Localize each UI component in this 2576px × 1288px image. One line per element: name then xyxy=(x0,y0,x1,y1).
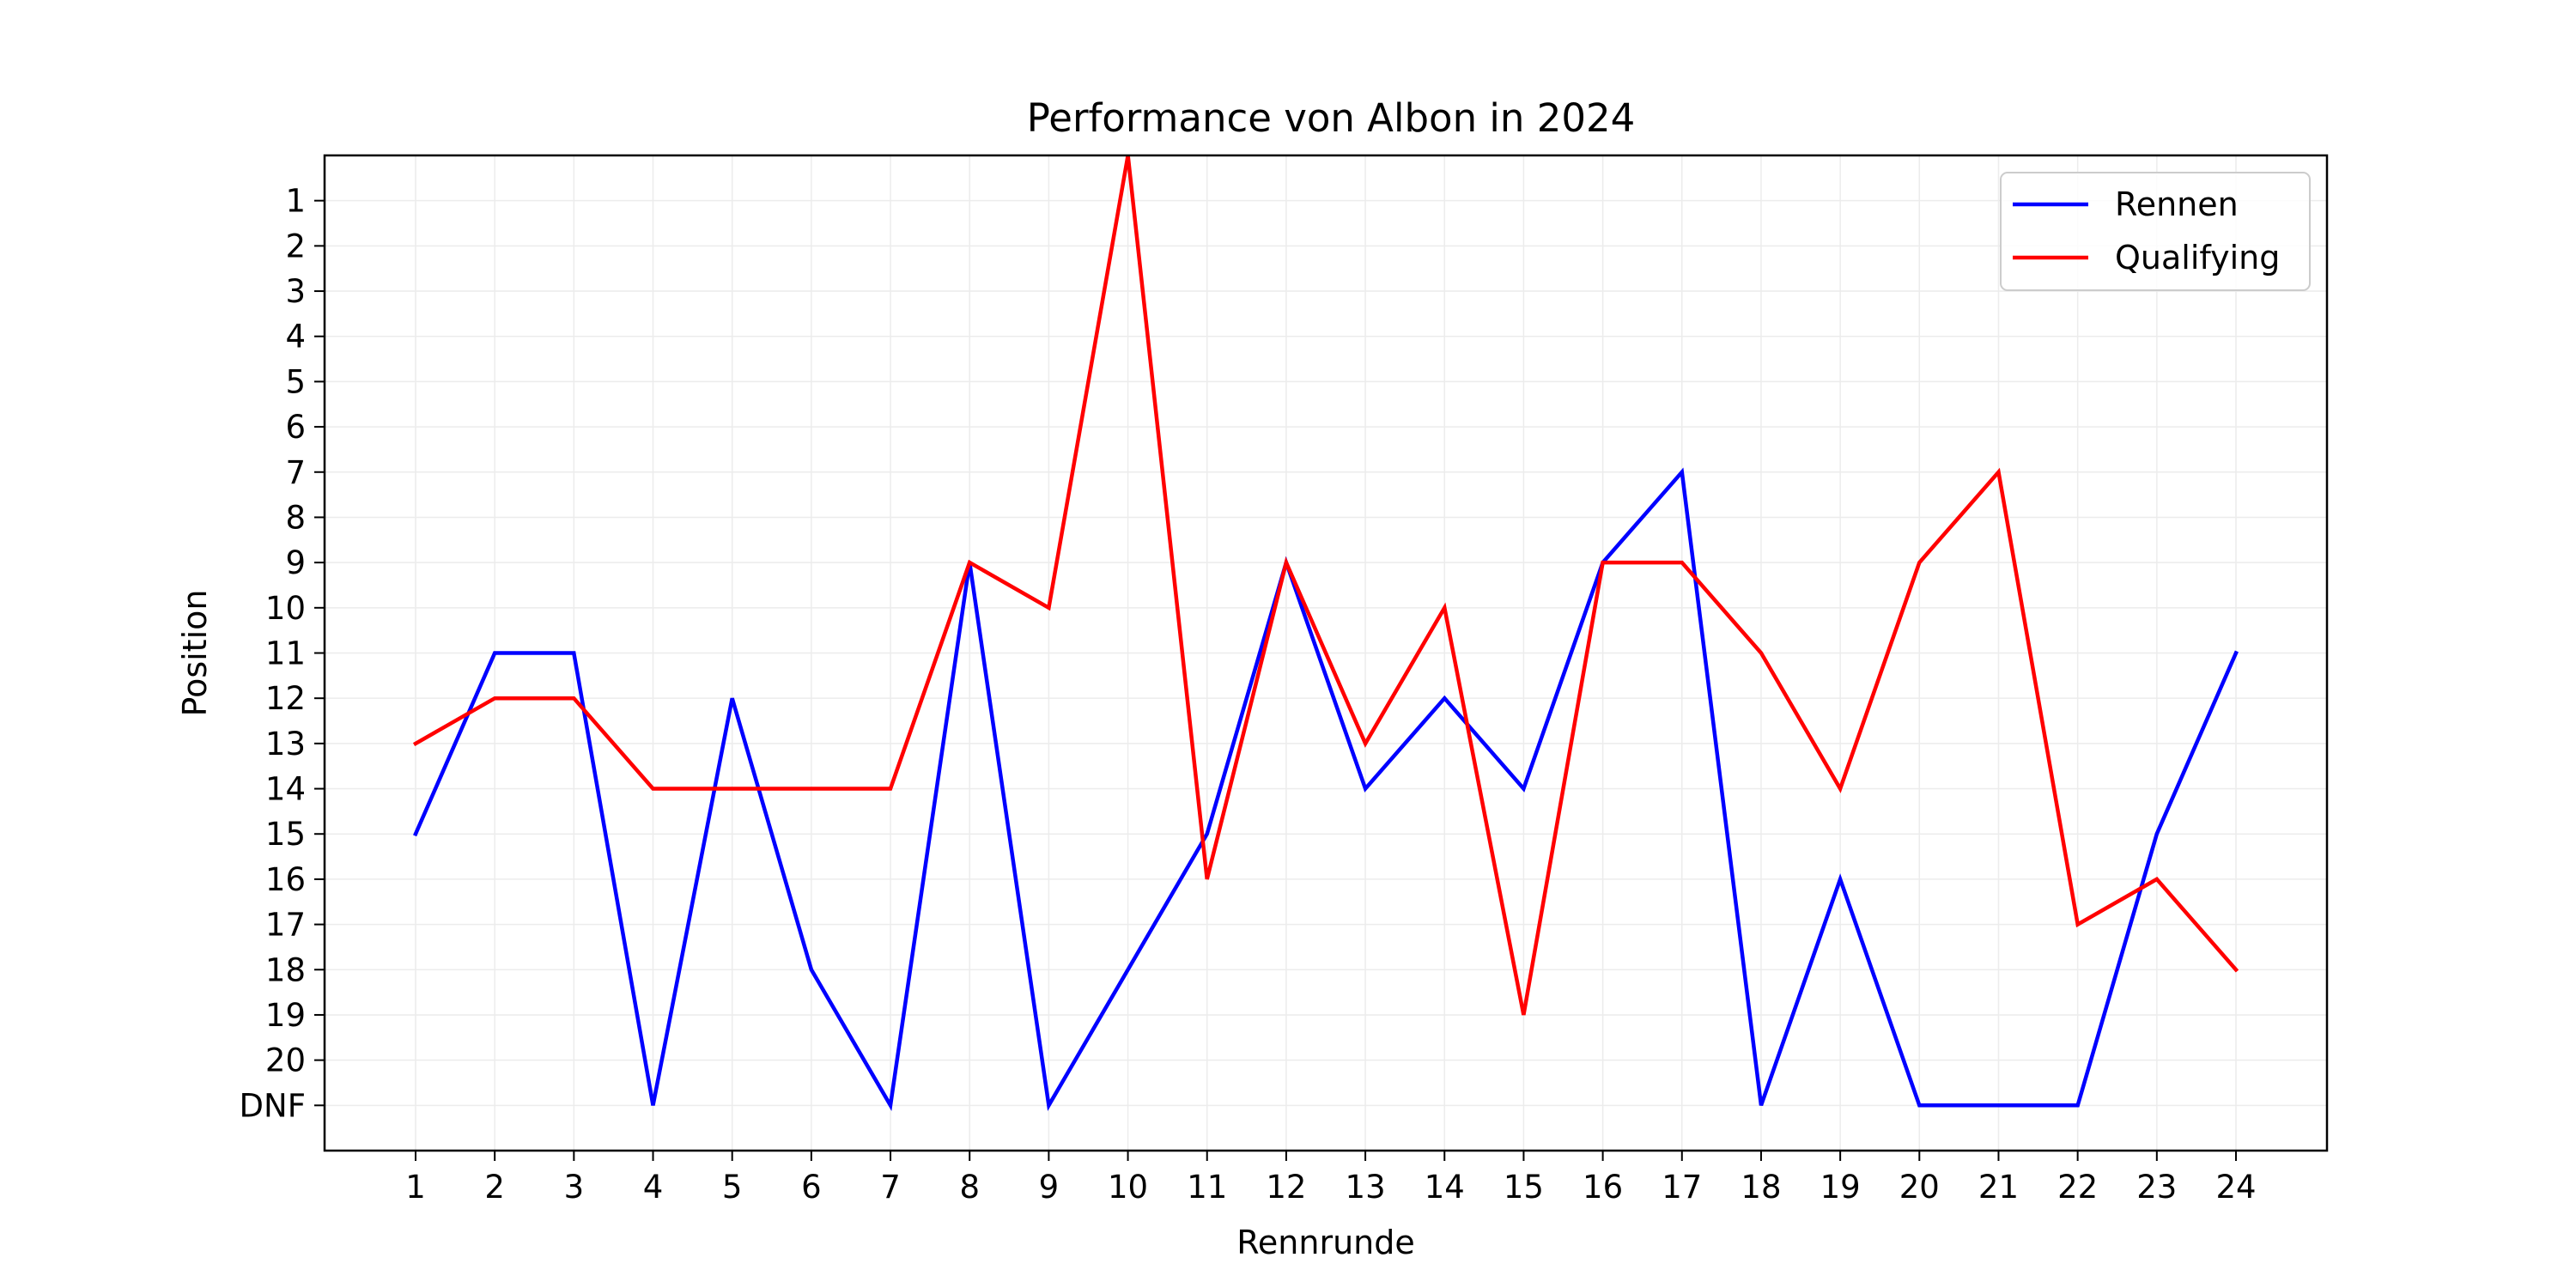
x-tick-label: 2 xyxy=(484,1169,505,1206)
x-tick-label: 21 xyxy=(1978,1169,2019,1206)
x-tick-label: 14 xyxy=(1425,1169,1465,1206)
legend-box xyxy=(2000,172,2311,291)
x-tick-label: 19 xyxy=(1820,1169,1861,1206)
y-tick-label: 11 xyxy=(265,635,306,672)
x-tick-label: 15 xyxy=(1504,1169,1544,1206)
y-tick-label: 20 xyxy=(265,1042,306,1079)
x-tick-label: 9 xyxy=(1039,1169,1060,1206)
x-tick-label: 7 xyxy=(880,1169,901,1206)
y-tick-label: 1 xyxy=(285,183,306,220)
x-tick-label: 24 xyxy=(2215,1169,2256,1206)
y-tick-label: 4 xyxy=(285,319,306,355)
legend-label-qualifying: Qualifying xyxy=(2115,239,2280,276)
y-tick-label: 9 xyxy=(285,544,306,581)
x-tick-label: 16 xyxy=(1583,1169,1623,1206)
y-tick-label: 17 xyxy=(265,907,306,944)
chart-title: Performance von Albon in 2024 xyxy=(1027,95,1636,141)
series-line-rennen xyxy=(413,467,2239,1111)
x-tick-label: 5 xyxy=(722,1169,743,1206)
x-tick-label: 22 xyxy=(2057,1169,2098,1206)
x-tick-label: 11 xyxy=(1187,1169,1227,1206)
y-tick-label: 3 xyxy=(285,273,306,310)
x-tick-label: 8 xyxy=(959,1169,980,1206)
x-tick-label: 23 xyxy=(2136,1169,2177,1206)
y-tick-label: 10 xyxy=(265,590,306,627)
y-tick-label: 5 xyxy=(285,363,306,400)
x-tick-label: 17 xyxy=(1662,1169,1702,1206)
series-lines xyxy=(412,155,2239,1111)
y-tick-label: 2 xyxy=(285,228,306,264)
y-tick-label: 18 xyxy=(265,951,306,988)
x-axis-ticks: 1 2 3 4 5 6 7 8 9 10 11 12 13 14 15 16 17 18 19 20 21 22 23 24 xyxy=(405,1151,2257,1206)
x-tick-label: 4 xyxy=(643,1169,664,1206)
x-tick-label: 10 xyxy=(1108,1169,1148,1206)
x-axis-label: Rennrunde xyxy=(1236,1224,1415,1261)
y-tick-label: 8 xyxy=(285,499,306,536)
grid-lines xyxy=(325,155,2327,1151)
y-tick-label: DNF xyxy=(240,1087,306,1124)
x-tick-label: 6 xyxy=(801,1169,822,1206)
y-tick-label: 13 xyxy=(265,726,306,762)
legend: Rennen Qualifying xyxy=(2000,172,2311,291)
x-tick-label: 1 xyxy=(405,1169,426,1206)
x-tick-label: 12 xyxy=(1266,1169,1306,1206)
series-line-qualifying xyxy=(412,155,2239,1016)
x-tick-label: 18 xyxy=(1741,1169,1781,1206)
y-tick-label: 7 xyxy=(285,454,306,491)
y-tick-label: 12 xyxy=(265,680,306,717)
x-tick-label: 20 xyxy=(1899,1169,1940,1206)
y-tick-label: 15 xyxy=(265,816,306,853)
y-tick-label: 14 xyxy=(265,771,306,808)
x-tick-label: 13 xyxy=(1346,1169,1386,1206)
x-tick-label: 3 xyxy=(564,1169,585,1206)
y-tick-label: 6 xyxy=(285,409,306,446)
y-tick-label: 19 xyxy=(265,997,306,1034)
y-tick-label: 16 xyxy=(265,861,306,898)
y-axis-label: Position xyxy=(176,590,214,717)
legend-label-rennen: Rennen xyxy=(2115,185,2239,223)
